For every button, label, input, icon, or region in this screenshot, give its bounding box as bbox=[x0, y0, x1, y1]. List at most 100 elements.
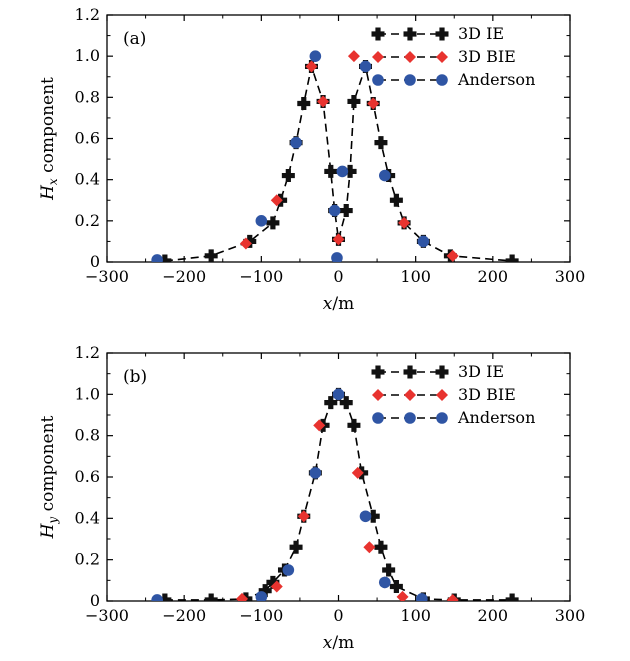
x-tick-label: 100 bbox=[400, 606, 431, 625]
data-point bbox=[282, 564, 295, 576]
legend-marker bbox=[404, 412, 416, 424]
data-point bbox=[313, 419, 326, 432]
data-point bbox=[359, 510, 372, 523]
plot-area bbox=[151, 50, 519, 262]
data-point bbox=[382, 563, 396, 577]
x-tick-label: 0 bbox=[333, 267, 343, 286]
x-tick-label: −200 bbox=[162, 267, 206, 286]
data-point bbox=[266, 216, 280, 230]
legend-label: 3D IE bbox=[458, 362, 504, 381]
panel-label: (b) bbox=[123, 367, 147, 387]
data-point bbox=[151, 594, 163, 601]
data-point bbox=[347, 418, 361, 432]
y-tick-label: 0.8 bbox=[75, 87, 100, 106]
data-point bbox=[351, 466, 364, 479]
data-point bbox=[270, 580, 283, 593]
chart-panel-a: −300 −200 −100 0 100 200 300 0 0.2 0.4 0.6 0.8 1.0 1.… bbox=[38, 5, 585, 314]
data-point bbox=[305, 60, 318, 73]
data-point bbox=[297, 510, 310, 523]
data-point bbox=[255, 215, 268, 227]
x-tick-label: −200 bbox=[162, 606, 206, 625]
legend-marker bbox=[403, 365, 417, 379]
data-point bbox=[347, 50, 360, 63]
x-tick-label: 0 bbox=[333, 606, 343, 625]
y-tick-label: 0 bbox=[90, 252, 100, 271]
legend-marker bbox=[403, 27, 417, 41]
y-axis-title: Hy component bbox=[38, 415, 60, 539]
data-point bbox=[266, 575, 280, 589]
data-point bbox=[317, 95, 330, 108]
y-tick-label: 1.2 bbox=[75, 343, 100, 362]
data-point bbox=[374, 540, 388, 554]
data-point bbox=[367, 97, 380, 110]
data-point bbox=[331, 252, 343, 262]
data-point bbox=[324, 396, 338, 410]
y-tick-label: 1.0 bbox=[75, 384, 100, 403]
data-point bbox=[505, 593, 519, 601]
data-point bbox=[324, 164, 338, 178]
data-point bbox=[236, 592, 249, 601]
data-point bbox=[332, 233, 345, 246]
data-point bbox=[374, 136, 388, 150]
y-tick-label: 0.6 bbox=[75, 467, 100, 486]
data-point bbox=[204, 249, 218, 262]
data-point bbox=[446, 593, 459, 601]
legend-marker bbox=[404, 389, 416, 401]
data-point bbox=[336, 165, 349, 178]
x-tick-label: −100 bbox=[239, 267, 283, 286]
data-point bbox=[309, 50, 322, 62]
data-point bbox=[332, 388, 345, 401]
data-point bbox=[151, 254, 163, 262]
data-point bbox=[505, 254, 519, 262]
data-point bbox=[343, 164, 357, 178]
legend-marker bbox=[372, 389, 384, 401]
data-point bbox=[270, 194, 283, 207]
data-point bbox=[417, 235, 430, 248]
data-point bbox=[347, 94, 361, 108]
series-3d-bie bbox=[236, 388, 459, 601]
legend-label: 3D IE bbox=[458, 24, 504, 43]
legend-marker bbox=[436, 389, 448, 401]
data-point bbox=[290, 136, 302, 149]
data-point bbox=[289, 540, 303, 554]
x-tick-label: 100 bbox=[400, 267, 431, 286]
x-tick-label: −100 bbox=[239, 606, 283, 625]
series-line bbox=[164, 63, 513, 262]
y-tick-label: 1.2 bbox=[75, 5, 100, 24]
data-point bbox=[297, 97, 311, 111]
x-axis-title: x/m bbox=[323, 294, 354, 314]
data-point bbox=[396, 590, 409, 601]
x-tick-label: 200 bbox=[478, 267, 509, 286]
data-point bbox=[204, 593, 218, 601]
y-tick-label: 0.2 bbox=[75, 550, 100, 569]
legend-marker bbox=[436, 51, 448, 63]
series-line bbox=[164, 393, 513, 601]
legend-marker bbox=[436, 74, 448, 86]
y-tick-label: 1.0 bbox=[75, 46, 100, 65]
panel-label: (a) bbox=[123, 29, 146, 49]
data-point bbox=[258, 584, 272, 598]
data-point bbox=[366, 509, 380, 523]
legend-marker bbox=[436, 412, 448, 424]
legend-label: Anderson bbox=[457, 70, 535, 89]
y-tick-label: 0.2 bbox=[75, 211, 100, 230]
data-point bbox=[363, 541, 376, 554]
legend-marker bbox=[404, 51, 416, 63]
legend-marker bbox=[372, 412, 384, 424]
y-axis-title: Hx component bbox=[38, 77, 60, 201]
plot-area bbox=[151, 387, 519, 601]
series-anderson bbox=[151, 50, 430, 262]
legend: 3D IE 3D BIE Anderson bbox=[371, 24, 535, 89]
data-point bbox=[379, 576, 391, 589]
data-point bbox=[281, 169, 295, 183]
y-tick-label: 0 bbox=[90, 591, 100, 610]
legend-marker bbox=[371, 27, 385, 41]
data-point bbox=[389, 580, 403, 594]
data-point bbox=[359, 60, 372, 73]
legend-label: 3D BIE bbox=[458, 47, 516, 66]
y-tick-label: 0.8 bbox=[75, 426, 100, 445]
data-point bbox=[446, 249, 459, 262]
legend-marker bbox=[435, 365, 449, 379]
legend-marker bbox=[371, 365, 385, 379]
